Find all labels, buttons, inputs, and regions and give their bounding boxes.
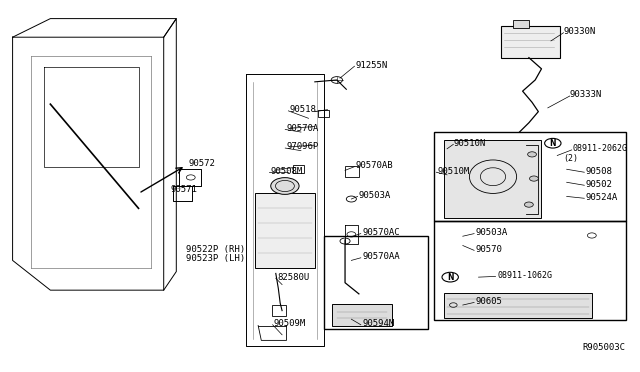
- Text: 90570AC: 90570AC: [362, 228, 399, 237]
- Bar: [435, 221, 627, 320]
- Circle shape: [525, 202, 533, 207]
- Text: 90522P (RH): 90522P (RH): [186, 245, 245, 254]
- Text: 97096P: 97096P: [287, 142, 319, 151]
- Text: 90502: 90502: [586, 180, 612, 189]
- Text: 90523P (LH): 90523P (LH): [186, 254, 245, 263]
- Text: 90508M: 90508M: [271, 167, 303, 176]
- Circle shape: [442, 272, 458, 282]
- Text: R905003C: R905003C: [582, 343, 625, 352]
- Text: 90503A: 90503A: [359, 191, 391, 200]
- Text: 90570AA: 90570AA: [362, 252, 399, 261]
- Text: N: N: [550, 139, 556, 148]
- Text: 90510M: 90510M: [438, 167, 470, 176]
- Text: N: N: [447, 273, 454, 282]
- Circle shape: [529, 176, 538, 181]
- Bar: [513, 20, 529, 28]
- Circle shape: [545, 138, 561, 148]
- Text: 91255N: 91255N: [356, 61, 388, 70]
- Text: 90570: 90570: [476, 245, 502, 254]
- Bar: [332, 304, 392, 326]
- Text: 90330N: 90330N: [564, 27, 596, 36]
- Text: 90503A: 90503A: [476, 228, 508, 237]
- Text: 82580U: 82580U: [277, 273, 309, 282]
- Text: 90570AB: 90570AB: [356, 161, 394, 170]
- Text: 90524A: 90524A: [586, 193, 618, 202]
- Text: 90571: 90571: [170, 185, 197, 194]
- Text: (2): (2): [564, 154, 579, 163]
- Bar: [435, 132, 627, 221]
- Bar: [444, 140, 541, 218]
- Text: 08911-1062G: 08911-1062G: [497, 271, 552, 280]
- Text: 90518: 90518: [290, 105, 317, 114]
- Bar: [345, 166, 359, 177]
- Text: 90510N: 90510N: [453, 139, 486, 148]
- Text: 90572: 90572: [189, 159, 216, 168]
- Bar: [318, 110, 330, 117]
- Ellipse shape: [271, 177, 299, 195]
- Text: 90605: 90605: [476, 297, 502, 306]
- Bar: [255, 193, 315, 268]
- Bar: [324, 236, 428, 329]
- Text: 90333N: 90333N: [570, 90, 602, 99]
- Text: 08911-2062G: 08911-2062G: [573, 144, 628, 153]
- Circle shape: [527, 152, 536, 157]
- Bar: [272, 305, 286, 316]
- Text: 90594M: 90594M: [362, 319, 394, 328]
- Text: 90509M: 90509M: [274, 319, 306, 328]
- Bar: [500, 26, 561, 58]
- Bar: [292, 165, 304, 173]
- Bar: [444, 293, 592, 318]
- Text: 90508: 90508: [586, 167, 612, 176]
- Text: 90570A: 90570A: [287, 124, 319, 133]
